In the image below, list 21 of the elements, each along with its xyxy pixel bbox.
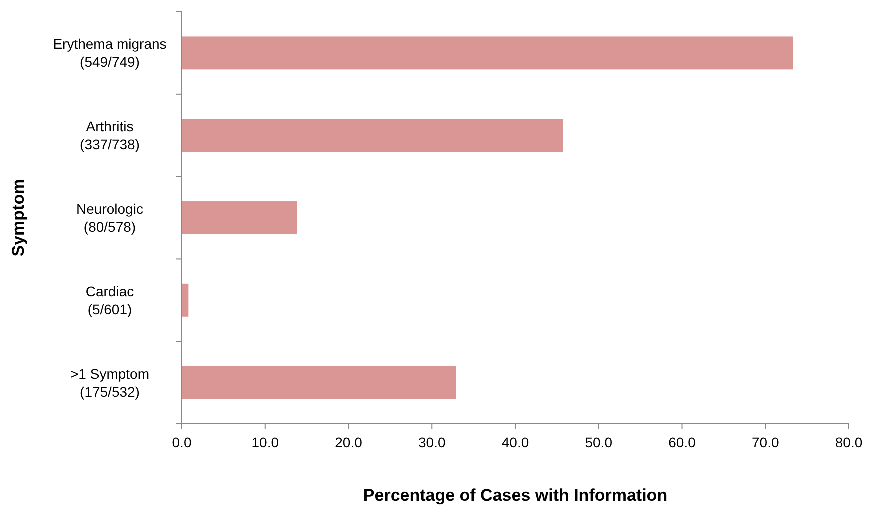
x-tick-label: 40.0 bbox=[502, 434, 530, 450]
y-axis-title: Symptom bbox=[9, 179, 28, 257]
x-tick-label: 10.0 bbox=[252, 434, 280, 450]
x-tick-label: 70.0 bbox=[752, 434, 780, 450]
bar bbox=[182, 202, 298, 234]
y-tick-label: Cardiac (5/601) bbox=[86, 283, 134, 318]
bar bbox=[182, 119, 564, 152]
y-tick-label: >1 Symptom (175/532) bbox=[70, 366, 150, 400]
x-tick-label: 30.0 bbox=[418, 434, 446, 450]
x-tick-label: 80.0 bbox=[835, 434, 863, 450]
bar bbox=[182, 36, 794, 70]
bar bbox=[182, 284, 189, 317]
x-tick-label: 20.0 bbox=[335, 434, 363, 450]
y-tick-label: Arthritis (337/738) bbox=[80, 118, 140, 153]
x-tick-label: 60.0 bbox=[668, 434, 696, 450]
x-tick-label: 0.0 bbox=[172, 434, 192, 450]
bar bbox=[182, 366, 456, 400]
x-axis-title: Percentage of Cases with Information bbox=[363, 486, 668, 505]
y-tick-label: Erythema migrans (549/749) bbox=[53, 36, 167, 70]
x-tick-label: 50.0 bbox=[585, 434, 613, 450]
y-tick-label: Neurologic (80/578) bbox=[76, 201, 144, 235]
